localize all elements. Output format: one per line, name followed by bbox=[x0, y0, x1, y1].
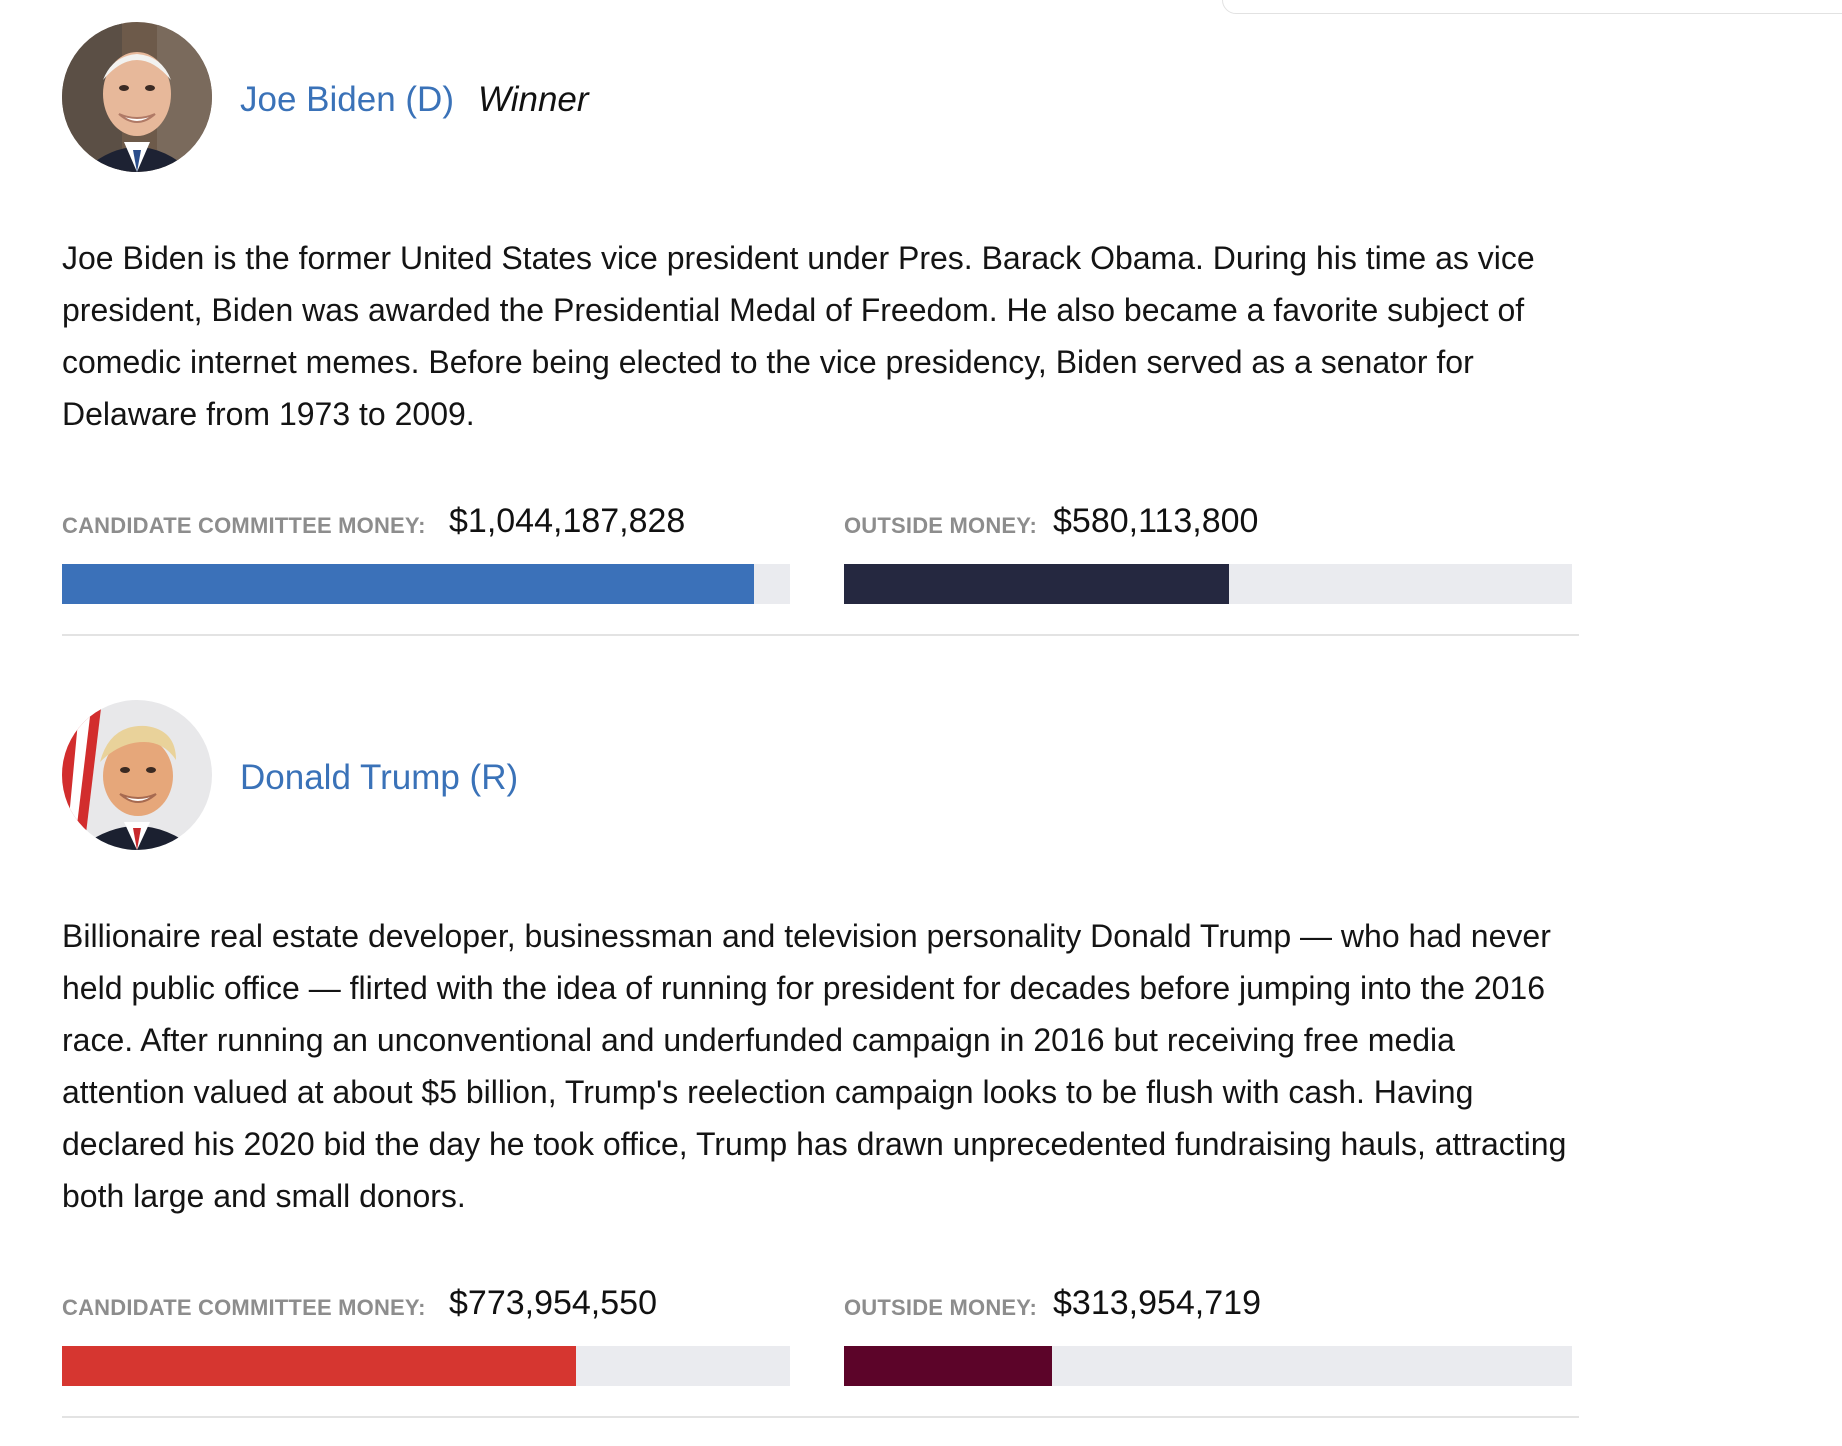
outside-money-bar bbox=[844, 1346, 1572, 1386]
committee-money-label: CANDIDATE COMMITTEE MONEY: bbox=[62, 513, 426, 538]
outside-money-label: OUTSIDE MONEY: bbox=[844, 1295, 1038, 1320]
outside-money-bar-fill bbox=[844, 564, 1230, 604]
committee-money-bar-fill bbox=[62, 564, 755, 604]
candidate-name-link[interactable]: Donald Trump (R) bbox=[240, 758, 519, 797]
candidate-header: Joe Biden (D) Winner bbox=[62, 22, 1579, 174]
committee-money-amount: $773,954,550 bbox=[449, 1284, 657, 1322]
committee-money-amount: $1,044,187,828 bbox=[449, 502, 686, 540]
section-divider bbox=[62, 1416, 1579, 1418]
outside-money-bar-fill bbox=[844, 1346, 1053, 1386]
winner-label: Winner bbox=[478, 80, 589, 119]
candidate-avatar-biden bbox=[62, 22, 212, 172]
candidate-header: Donald Trump (R) bbox=[62, 700, 1579, 852]
outside-money-amount: $580,113,800 bbox=[1053, 502, 1259, 540]
candidate-name-link[interactable]: Joe Biden (D) bbox=[240, 80, 454, 119]
outside-money-bar bbox=[844, 564, 1572, 604]
outside-money-amount: $313,954,719 bbox=[1053, 1284, 1261, 1322]
outside-money-label: OUTSIDE MONEY: bbox=[844, 513, 1038, 538]
committee-money-bar-fill bbox=[62, 1346, 576, 1386]
candidate-avatar-trump bbox=[62, 700, 212, 850]
candidate-card-biden: Joe Biden (D) Winner Joe Biden is the fo… bbox=[62, 22, 1579, 636]
portrait-photo-icon bbox=[62, 700, 212, 850]
portrait-photo-icon bbox=[62, 22, 212, 172]
candidate-card-trump: Donald Trump (R) Billionaire real estate… bbox=[62, 700, 1579, 1418]
candidate-bio: Joe Biden is the former United States vi… bbox=[62, 240, 1535, 432]
committee-money-label: CANDIDATE COMMITTEE MONEY: bbox=[62, 1295, 426, 1320]
money-row: CANDIDATE COMMITTEE MONEY: $1,044,187,82… bbox=[62, 502, 1579, 604]
top-panel-edge bbox=[1222, 0, 1842, 14]
money-row: CANDIDATE COMMITTEE MONEY: $773,954,550 … bbox=[62, 1284, 1579, 1386]
committee-money-bar bbox=[62, 564, 790, 604]
candidate-bio: Billionaire real estate developer, busin… bbox=[62, 918, 1567, 1214]
section-divider bbox=[62, 634, 1579, 636]
committee-money-bar bbox=[62, 1346, 790, 1386]
